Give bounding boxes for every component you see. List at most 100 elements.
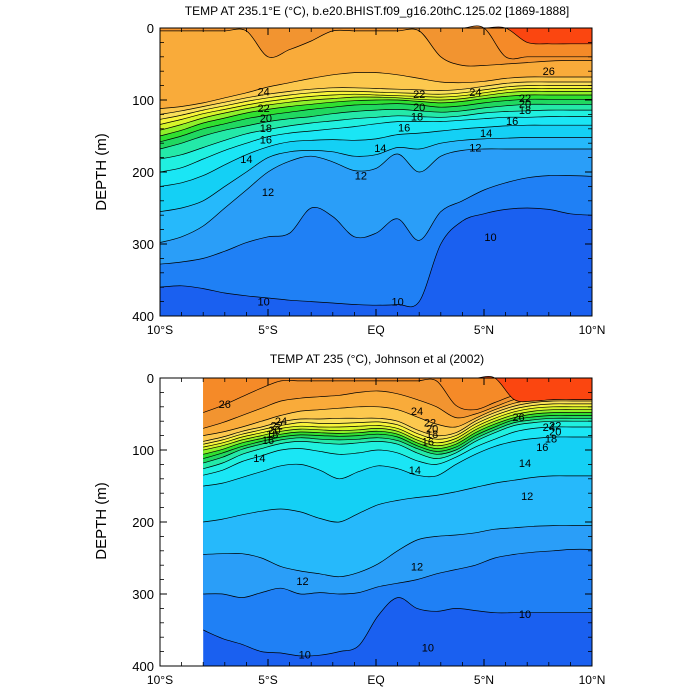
contour-label: 12 xyxy=(355,171,367,183)
contour-label: 18 xyxy=(260,123,272,135)
contour-label: 18 xyxy=(426,429,438,441)
isotherm-line xyxy=(159,116,592,173)
contour-label: 10 xyxy=(391,297,403,309)
contour-label: 26 xyxy=(543,66,555,78)
contour-label: 20 xyxy=(426,423,438,435)
x-tick-label: 10°N xyxy=(579,323,606,337)
isotherm-line xyxy=(159,94,592,137)
x-tick-label: 5°S xyxy=(258,323,277,337)
contour-label: 16 xyxy=(260,135,272,147)
y-axis-label: DEPTH (m) xyxy=(93,482,110,560)
isotherm-line xyxy=(203,420,592,470)
isotherm-line xyxy=(159,88,592,125)
isotherm-line xyxy=(159,148,592,243)
contour-label: 16 xyxy=(506,116,518,128)
x-tick-label: 10°S xyxy=(147,673,173,687)
contour-label: 14 xyxy=(240,154,252,166)
contour-label: 24 xyxy=(275,416,287,428)
x-tick-label: 10°N xyxy=(579,673,606,687)
x-tick-label: EQ xyxy=(367,323,384,337)
contour-label: 12 xyxy=(411,562,423,574)
contour-label: 22 xyxy=(519,93,531,105)
contour-label: 10 xyxy=(519,609,531,621)
contour-label: 14 xyxy=(374,143,386,155)
y-tick-label: 0 xyxy=(147,371,154,386)
isotherm-line xyxy=(159,109,592,160)
contour-label: 16 xyxy=(536,442,548,454)
contour-label: 18 xyxy=(519,105,531,117)
contour-label: 20 xyxy=(519,99,531,111)
contour-label: 26 xyxy=(219,399,231,411)
contour-label: 20 xyxy=(413,102,425,114)
isotherm-line xyxy=(159,175,593,265)
contour-label: 14 xyxy=(253,453,265,465)
isotherm-line xyxy=(203,406,592,448)
isotherm-line xyxy=(203,426,592,476)
contour-label: 22 xyxy=(413,89,425,101)
isotherm-line xyxy=(203,548,593,598)
x-tick-label: 5°S xyxy=(258,673,277,687)
isotherm-line xyxy=(203,403,592,445)
contour-label: 12 xyxy=(521,491,533,503)
temperature-band xyxy=(203,378,592,413)
isotherm-line xyxy=(203,525,592,578)
y-tick-label: 200 xyxy=(132,165,154,180)
contour-label: 10 xyxy=(258,297,270,309)
temperature-band xyxy=(203,376,592,402)
panel-observations: TEMP AT 235 (°C), Johnson et al (2002) D… xyxy=(93,352,605,687)
y-tick-label: 100 xyxy=(132,443,154,458)
y-axis-label: DEPTH (m) xyxy=(93,133,110,211)
contour-label: 10 xyxy=(484,232,496,244)
isotherm-line xyxy=(159,124,592,187)
chart-title: TEMP AT 235.1°E (°C), b.e20.BHIST.f09_g1… xyxy=(185,4,570,18)
contour-label: 18 xyxy=(411,112,423,124)
contour-label: 12 xyxy=(296,576,308,588)
y-tick-label: 300 xyxy=(132,237,154,252)
contour-label: 22 xyxy=(271,421,283,433)
x-tick-label: 5°N xyxy=(474,673,494,687)
x-tick-label: 10°S xyxy=(147,323,173,337)
contour-label: 20 xyxy=(549,426,561,438)
contour-label: 20 xyxy=(268,425,280,437)
isotherm-line xyxy=(203,414,592,459)
isotherm-line xyxy=(159,85,592,120)
y-tick-label: 400 xyxy=(132,309,154,324)
isotherm-line xyxy=(159,137,592,212)
isotherm-line xyxy=(203,475,592,523)
panel-model: TEMP AT 235.1°E (°C), b.e20.BHIST.f09_g1… xyxy=(93,4,605,337)
y-tick-label: 300 xyxy=(132,587,154,602)
isotherm-line xyxy=(159,207,593,308)
contour-label: 14 xyxy=(519,458,531,470)
isotherm-line xyxy=(159,81,592,115)
contour-label: 14 xyxy=(409,465,421,477)
x-tick-label: EQ xyxy=(367,673,384,687)
contour-label: 22 xyxy=(424,418,436,430)
y-tick-label: 200 xyxy=(132,515,154,530)
contour-label: 16 xyxy=(398,122,410,134)
y-tick-label: 400 xyxy=(132,659,154,674)
contour-label: 12 xyxy=(469,143,481,155)
contour-label: 18 xyxy=(266,429,278,441)
y-tick-label: 0 xyxy=(147,21,154,36)
contour-label: 10 xyxy=(422,642,434,654)
isotherm-line xyxy=(203,417,592,464)
contour-label: 16 xyxy=(422,436,434,448)
contour-label: 24 xyxy=(258,86,270,98)
y-tick-label: 100 xyxy=(132,93,154,108)
contour-label: 24 xyxy=(469,87,481,99)
contour-label: 12 xyxy=(262,187,274,199)
isotherm-line xyxy=(159,72,592,109)
isotherm-line xyxy=(159,103,592,150)
contour-label: 20 xyxy=(260,113,272,125)
isotherm-line xyxy=(159,98,592,143)
isotherm-line xyxy=(203,597,592,657)
contour-label: 16 xyxy=(262,435,274,447)
x-tick-label: 5°N xyxy=(474,323,494,337)
contour-label: 26 xyxy=(512,412,524,424)
contour-label: 24 xyxy=(411,406,423,418)
contour-label: 22 xyxy=(258,103,270,115)
isotherm-line xyxy=(203,412,592,455)
contour-label: 18 xyxy=(545,433,557,445)
chart-title: TEMP AT 235 (°C), Johnson et al (2002) xyxy=(270,352,484,366)
